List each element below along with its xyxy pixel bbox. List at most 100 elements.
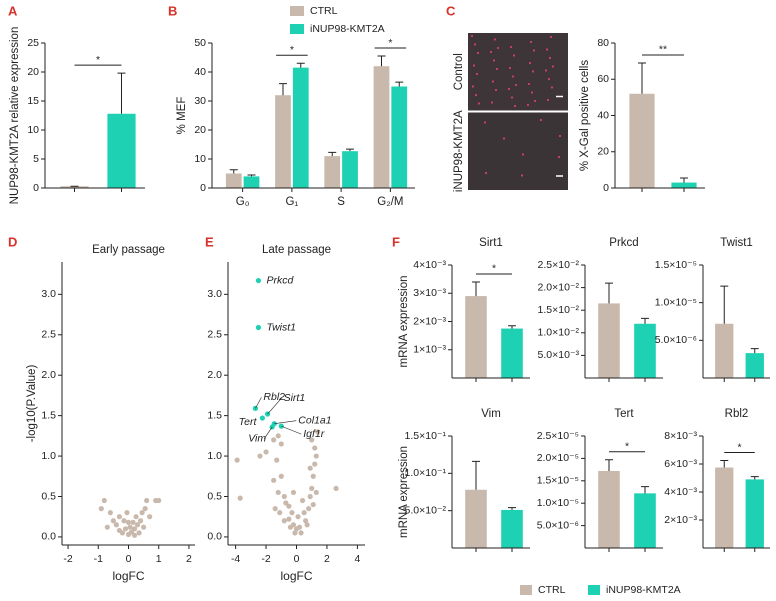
point xyxy=(255,324,262,331)
stain-dot xyxy=(509,45,513,49)
y-tick-label: 20 xyxy=(194,124,206,136)
error-bar xyxy=(229,169,238,174)
panel-letter: A xyxy=(8,3,18,18)
error-bar xyxy=(346,148,355,152)
point xyxy=(137,518,144,524)
point xyxy=(313,453,319,459)
y-tick-label: 15 xyxy=(27,95,39,107)
bar xyxy=(275,95,291,188)
y-tick-label: 80 xyxy=(597,37,609,49)
point xyxy=(139,510,145,516)
point xyxy=(301,510,307,516)
significance-label: * xyxy=(96,54,100,66)
point xyxy=(309,437,315,443)
x-tick-label: G₀ xyxy=(236,196,250,208)
point xyxy=(142,506,148,512)
error-bar xyxy=(641,486,649,494)
stain-dot xyxy=(491,80,495,83)
image-label: iNUP98-KMT2A xyxy=(453,110,465,192)
y-tick-label: 3×10⁻³ xyxy=(413,287,446,299)
y-tick-label: 50 xyxy=(194,37,206,49)
point-label: Prkcd xyxy=(266,274,294,286)
y-tick-label: 2.5×10⁻⁵ xyxy=(537,430,579,442)
y-tick-label: 1.0×10⁻¹ xyxy=(405,467,447,479)
legend-label: CTRL xyxy=(310,5,338,17)
y-tick-label: 5.0×10⁻⁶ xyxy=(537,519,579,531)
bar xyxy=(60,186,89,188)
point xyxy=(278,473,284,479)
legend-swatch xyxy=(520,585,532,595)
point xyxy=(292,530,298,536)
y-tick-label: 25 xyxy=(27,37,39,49)
point xyxy=(131,532,138,538)
image-label: Control xyxy=(453,53,465,90)
legend-swatch xyxy=(588,585,600,595)
point-label: Tert xyxy=(239,416,258,428)
stain-dot xyxy=(507,87,511,91)
y-tick-label: 5.0×10⁻⁶ xyxy=(655,334,697,346)
point xyxy=(306,506,312,512)
stain-dot xyxy=(557,155,561,159)
significance-label: ** xyxy=(659,44,667,56)
y-tick-label: 0 xyxy=(603,182,609,194)
bar xyxy=(373,66,390,188)
error-bar xyxy=(395,81,404,87)
bar xyxy=(465,489,487,548)
x-tick-label: -4 xyxy=(231,553,240,565)
y-tick-label: 40 xyxy=(597,109,609,121)
point xyxy=(116,514,123,520)
bar xyxy=(629,93,655,188)
x-tick-label: 0 xyxy=(126,553,132,565)
point xyxy=(234,457,240,463)
point xyxy=(299,497,306,504)
y-tick-label: 2.0×10⁻⁵ xyxy=(537,452,579,464)
stain-dot xyxy=(489,50,493,54)
stain-dot xyxy=(551,65,555,68)
leader-line xyxy=(281,425,302,435)
point xyxy=(307,465,313,471)
error-bar xyxy=(641,317,649,324)
y-tick-label: 10 xyxy=(194,153,206,165)
point xyxy=(290,489,297,496)
bar xyxy=(745,479,764,548)
stain-dot xyxy=(528,61,532,65)
y-tick-label: 20 xyxy=(597,146,609,158)
point xyxy=(130,519,136,525)
stain-dot xyxy=(529,40,533,44)
point xyxy=(313,489,319,496)
point-label: Twist1 xyxy=(266,321,296,333)
panel-letter: B xyxy=(168,3,177,18)
stain-dot xyxy=(521,153,525,156)
point xyxy=(298,530,304,536)
point xyxy=(125,519,132,525)
point xyxy=(272,506,278,512)
y-tick-label: 4×10⁻³ xyxy=(664,486,697,498)
point xyxy=(147,514,153,520)
stain-dot xyxy=(471,85,475,88)
stain-dot xyxy=(532,49,536,52)
significance-label: * xyxy=(492,263,496,275)
bar xyxy=(225,173,242,188)
significance-label: * xyxy=(388,37,392,49)
point-label: Igf1r xyxy=(303,428,325,440)
bar xyxy=(715,467,734,548)
stain-dot xyxy=(508,66,512,70)
stain-dot xyxy=(549,35,553,39)
bar xyxy=(634,493,656,548)
bar xyxy=(598,470,620,548)
point xyxy=(255,277,262,284)
x-tick-label: 0 xyxy=(294,553,300,565)
chart-title: Rbl2 xyxy=(725,408,749,420)
stain-dot xyxy=(526,103,530,107)
x-tick-label: S xyxy=(337,196,345,208)
stain-dot xyxy=(512,54,516,57)
error-bar xyxy=(605,282,613,304)
chart-title: Vim xyxy=(481,408,501,420)
y-tick-label: 5.0×10⁻³ xyxy=(538,349,580,361)
stain-dot xyxy=(530,91,534,94)
bar xyxy=(715,323,734,378)
point xyxy=(281,518,287,524)
stain-dot xyxy=(511,75,515,78)
point xyxy=(315,429,321,435)
error-bar xyxy=(296,62,305,68)
